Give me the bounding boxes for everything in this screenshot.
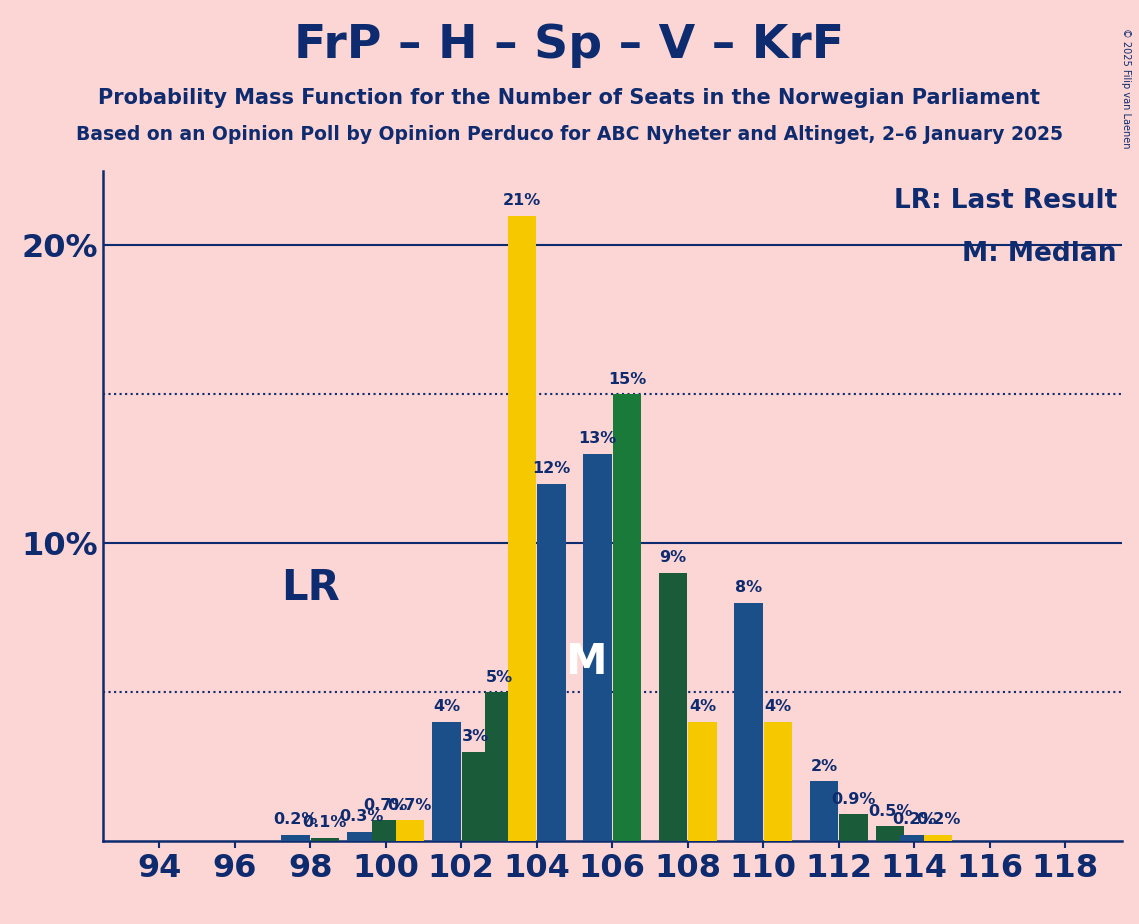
Bar xyxy=(281,835,310,841)
Bar xyxy=(688,722,716,841)
Text: M: M xyxy=(565,641,607,683)
Text: 0.2%: 0.2% xyxy=(916,812,960,828)
Text: 0.5%: 0.5% xyxy=(868,804,912,819)
Bar xyxy=(395,820,424,841)
Bar xyxy=(613,395,641,841)
Text: 4%: 4% xyxy=(433,699,460,714)
Bar xyxy=(461,751,490,841)
Bar xyxy=(764,722,792,841)
Text: 0.2%: 0.2% xyxy=(892,812,936,828)
Text: 12%: 12% xyxy=(532,461,571,476)
Bar xyxy=(311,838,339,841)
Text: LR: LR xyxy=(281,566,339,609)
Bar xyxy=(583,454,612,841)
Bar xyxy=(658,573,687,841)
Text: Probability Mass Function for the Number of Seats in the Norwegian Parliament: Probability Mass Function for the Number… xyxy=(98,88,1041,108)
Bar xyxy=(347,832,376,841)
Text: M: Median: M: Median xyxy=(962,241,1117,267)
Text: © 2025 Filip van Laenen: © 2025 Filip van Laenen xyxy=(1121,28,1131,148)
Bar xyxy=(371,820,400,841)
Text: 21%: 21% xyxy=(502,193,541,208)
Text: 9%: 9% xyxy=(659,551,687,565)
Text: 2%: 2% xyxy=(811,759,837,774)
Text: 0.7%: 0.7% xyxy=(387,797,432,812)
Text: 8%: 8% xyxy=(735,580,762,595)
Bar xyxy=(735,602,763,841)
Text: LR: Last Result: LR: Last Result xyxy=(894,188,1117,213)
Text: 15%: 15% xyxy=(608,371,646,387)
Text: 13%: 13% xyxy=(579,432,616,446)
Text: 4%: 4% xyxy=(689,699,716,714)
Bar xyxy=(876,826,904,841)
Text: 3%: 3% xyxy=(462,729,490,744)
Bar xyxy=(433,722,460,841)
Bar xyxy=(485,692,513,841)
Text: 0.1%: 0.1% xyxy=(303,815,347,831)
Text: 0.2%: 0.2% xyxy=(273,812,318,828)
Text: Based on an Opinion Poll by Opinion Perduco for ABC Nyheter and Altinget, 2–6 Ja: Based on an Opinion Poll by Opinion Perd… xyxy=(76,125,1063,144)
Text: 0.7%: 0.7% xyxy=(363,797,408,812)
Bar xyxy=(839,814,868,841)
Text: FrP – H – Sp – V – KrF: FrP – H – Sp – V – KrF xyxy=(295,23,844,68)
Text: 0.3%: 0.3% xyxy=(339,809,384,824)
Text: 0.9%: 0.9% xyxy=(831,792,876,807)
Text: 4%: 4% xyxy=(764,699,792,714)
Bar xyxy=(810,782,838,841)
Bar xyxy=(924,835,952,841)
Bar xyxy=(508,215,536,841)
Text: 5%: 5% xyxy=(485,670,513,685)
Bar xyxy=(900,835,928,841)
Bar xyxy=(538,483,566,841)
